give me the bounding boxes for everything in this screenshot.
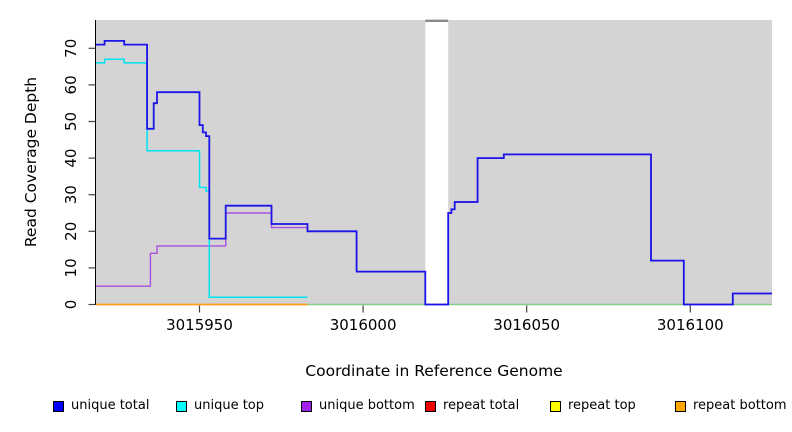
legend-entry-repeat-top: repeat top — [550, 397, 636, 415]
x-axis-title: Coordinate in Reference Genome — [305, 362, 562, 380]
y-tick-label: 70 — [62, 39, 80, 58]
legend-label: repeat total — [443, 398, 520, 413]
series-unique-total-line — [96, 40, 772, 306]
legend-entry-unique-total: unique total — [53, 397, 149, 415]
legend-entry-unique-bottom: unique bottom — [301, 397, 415, 415]
x-tick-label: 3016100 — [657, 316, 724, 334]
chart-legend: unique total unique top unique bottom re… — [0, 397, 792, 421]
legend-label: unique bottom — [319, 398, 415, 413]
repeat-total-swatch-icon — [425, 400, 436, 412]
y-tick-label: 20 — [62, 222, 80, 241]
unique-bottom-swatch-icon — [301, 400, 312, 412]
y-tick-label: 50 — [62, 112, 80, 131]
x-tick-label: 3016000 — [330, 316, 397, 334]
legend-entry-repeat-bottom: repeat bottom — [675, 397, 787, 415]
repeat-top-swatch-icon — [550, 400, 561, 412]
x-tick-label: 3015950 — [166, 316, 233, 334]
y-tick-label: 30 — [62, 185, 80, 204]
y-tick-label: 60 — [62, 75, 80, 94]
y-tick-label: 0 — [62, 300, 80, 310]
legend-label: unique total — [71, 398, 150, 413]
no-data-gap-band — [425, 20, 449, 305]
y-tick-label: 10 — [62, 258, 80, 277]
unique-top-swatch-icon — [176, 400, 187, 412]
legend-entry-repeat-total: repeat total — [425, 397, 519, 415]
legend-entry-unique-top: unique top — [176, 397, 264, 415]
y-axis-title: Read Coverage Depth — [22, 77, 40, 247]
legend-label: unique top — [194, 398, 265, 413]
x-tick-label: 3016050 — [493, 316, 560, 334]
unique-total-swatch-icon — [53, 400, 64, 412]
legend-label: repeat top — [568, 398, 636, 413]
legend-label: repeat bottom — [693, 398, 787, 413]
y-tick-label: 40 — [62, 149, 80, 168]
repeat-bottom-swatch-icon — [675, 400, 686, 412]
